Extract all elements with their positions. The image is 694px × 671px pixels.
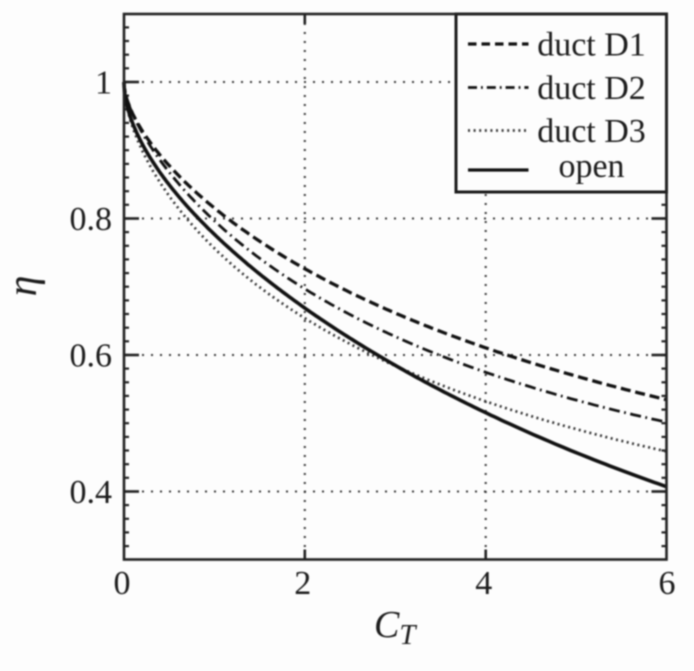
- svg-text:open: open: [558, 148, 624, 185]
- svg-text:η: η: [0, 276, 46, 297]
- svg-text:1: 1: [95, 65, 112, 102]
- svg-text:4: 4: [475, 565, 492, 602]
- svg-text:0.6: 0.6: [70, 338, 113, 375]
- svg-text:6: 6: [659, 565, 676, 602]
- svg-text:0.4: 0.4: [70, 474, 113, 511]
- svg-text:0.8: 0.8: [70, 201, 113, 238]
- svg-text:2: 2: [294, 565, 311, 602]
- svg-text:duct D2: duct D2: [537, 70, 646, 107]
- svg-text:duct D3: duct D3: [537, 113, 646, 150]
- svg-text:duct D1: duct D1: [537, 27, 646, 64]
- svg-text:0: 0: [114, 565, 131, 602]
